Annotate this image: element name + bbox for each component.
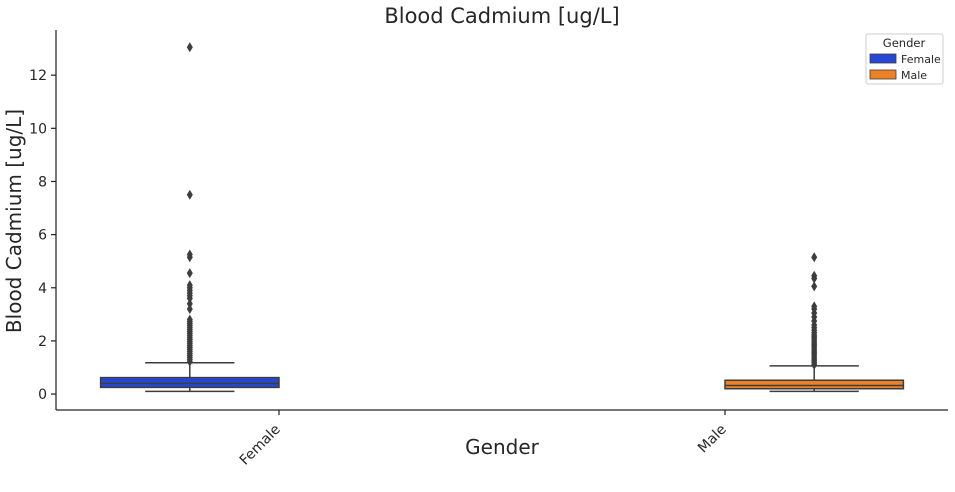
x-tick-label: Male xyxy=(695,422,730,457)
legend-title: Gender xyxy=(883,36,926,50)
box-male xyxy=(724,379,905,390)
x-axis-label: Gender xyxy=(465,435,539,459)
y-tick-label: 12 xyxy=(29,68,47,84)
legend-label-male: Male xyxy=(901,69,927,82)
outlier-point xyxy=(186,189,193,200)
x-tick-label: Female xyxy=(237,422,284,469)
outlier-point xyxy=(811,270,818,281)
outlier-point xyxy=(811,301,818,312)
outlier-point xyxy=(186,280,193,291)
y-tick-label: 8 xyxy=(38,174,47,190)
plot-area: 0 2 4 6 8 10 12 Female Male xyxy=(29,30,948,469)
y-tick-label: 4 xyxy=(38,281,47,297)
outlier-point xyxy=(186,249,193,260)
outlier-point xyxy=(186,42,193,53)
y-tick-label: 6 xyxy=(38,228,47,244)
legend-label-female: Female xyxy=(901,53,941,66)
y-tick-label: 0 xyxy=(38,387,47,403)
box-female xyxy=(99,376,280,389)
outlier-point xyxy=(186,304,193,315)
y-tick-label: 10 xyxy=(29,121,47,137)
legend-swatch-male xyxy=(869,69,897,80)
chart-title: Blood Cadmium [ug/L] xyxy=(384,4,619,28)
outlier-point xyxy=(811,252,818,263)
legend: Gender Female Male xyxy=(865,33,944,85)
y-axis-label: Blood Cadmium [ug/L] xyxy=(2,109,26,333)
outlier-point xyxy=(811,281,818,292)
legend-swatch-female xyxy=(869,53,897,64)
outlier-point xyxy=(186,298,193,309)
outlier-point xyxy=(186,314,193,325)
y-tick-label: 2 xyxy=(38,334,47,350)
outlier-point xyxy=(186,268,193,279)
